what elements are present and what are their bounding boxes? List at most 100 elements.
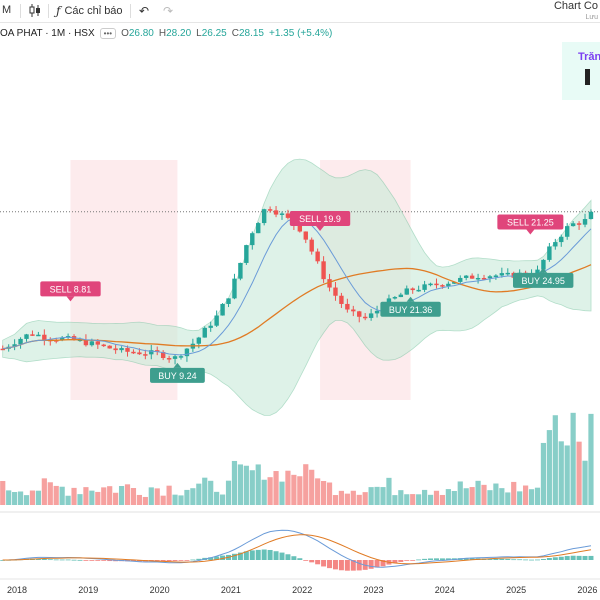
candle-body	[547, 246, 552, 260]
candle-body	[428, 283, 433, 286]
open-value: 26.80	[128, 28, 154, 39]
candle-body	[368, 313, 374, 318]
chart-title-area[interactable]: Chart Co Lưu	[554, 1, 598, 23]
macd-hist-bar	[71, 559, 77, 561]
candle-body	[285, 213, 291, 218]
volume-bar	[65, 495, 71, 505]
volume-bar	[416, 494, 422, 505]
volume-bar	[130, 488, 137, 505]
volume-bar	[23, 495, 30, 505]
volume-bar	[101, 487, 107, 505]
volume-bar	[469, 487, 475, 505]
candle-body	[541, 259, 546, 270]
macd-hist-bar	[582, 555, 588, 560]
macd-line	[2, 529, 592, 568]
volume-bar	[249, 470, 255, 505]
volume-bar	[285, 470, 291, 505]
candle-body	[333, 287, 338, 296]
macd-hist-bar	[374, 560, 380, 568]
volume-bar	[552, 415, 558, 505]
candle-body	[475, 277, 481, 280]
sell-signal[interactable]: SELL 8.81	[40, 281, 101, 302]
candle-body	[422, 284, 427, 290]
toolbar-divider	[130, 4, 131, 18]
buy-signal[interactable]: BUY 24.95	[512, 267, 574, 288]
volume-bar	[475, 480, 481, 505]
volume-bar	[570, 412, 576, 505]
candle-body	[588, 211, 594, 220]
candle-body	[244, 245, 249, 263]
signal-label: SELL 19.9	[299, 214, 341, 224]
signal-pointer	[526, 229, 535, 235]
candle-body	[505, 272, 510, 275]
undo-button[interactable]: ↶	[139, 4, 149, 18]
macd-hist-bar	[107, 560, 113, 562]
macd-hist-bar	[255, 549, 261, 560]
symbol-label[interactable]: OA PHAT · 1M · HSX	[0, 28, 95, 39]
volume-pane	[0, 412, 594, 505]
macd-hist-bar	[196, 558, 202, 560]
volume-bar	[332, 495, 339, 505]
volume-bar	[421, 489, 428, 505]
volume-bar	[136, 494, 142, 505]
more-icon[interactable]: •••	[99, 28, 117, 39]
signal-pointer	[316, 226, 325, 232]
change-value: +1.35 (+5.4%)	[269, 28, 333, 39]
promo-banner[interactable]: Trăn	[562, 42, 600, 100]
high-value: 28.20	[166, 28, 192, 39]
buy-signal[interactable]: BUY 9.24	[150, 362, 205, 383]
candle-body	[499, 273, 505, 276]
candle-body	[487, 276, 493, 279]
macd-signal-line	[2, 534, 592, 565]
volume-bar	[166, 485, 172, 505]
candle-body	[113, 348, 118, 351]
candle-body	[458, 277, 463, 282]
volume-bar	[356, 494, 362, 505]
volume-bar	[237, 464, 244, 505]
x-tick-label: 2026	[577, 585, 597, 595]
macd-hist-bar	[178, 560, 184, 561]
candle-body	[232, 278, 237, 299]
macd-pane	[0, 529, 594, 571]
macd-hist-bar	[344, 560, 350, 571]
volume-bar	[540, 442, 547, 505]
interval-button[interactable]: M	[2, 4, 11, 16]
macd-hist-bar	[291, 556, 297, 560]
macd-hist-bar	[95, 560, 101, 561]
toolbar-divider	[48, 4, 49, 18]
sell-signal[interactable]: SELL 19.9	[289, 211, 351, 232]
volume-bar	[499, 488, 505, 505]
volume-bar	[243, 465, 249, 505]
volume-bar	[576, 441, 582, 505]
volume-bar	[12, 492, 18, 505]
buy-signal[interactable]: BUY 21.36	[380, 296, 441, 317]
signal-badge	[497, 214, 564, 230]
volume-bar	[255, 464, 261, 505]
candle-body	[149, 350, 154, 355]
candle-body	[143, 354, 148, 356]
volume-bar	[53, 485, 59, 505]
indicators-button[interactable]: ƒ Các chỉ báo	[56, 4, 123, 18]
candle-body	[172, 356, 178, 359]
sell-signal[interactable]: SELL 21.25	[497, 214, 564, 235]
macd-hist-bar	[540, 558, 546, 560]
macd-hist-bar	[166, 560, 172, 562]
signal-label: SELL 21.25	[507, 218, 554, 228]
volume-bar	[29, 490, 36, 505]
toolbar-divider	[20, 4, 21, 18]
candle-body	[404, 288, 409, 295]
macd-hist-bar	[564, 556, 570, 560]
redo-button[interactable]: ↷	[163, 4, 173, 18]
signal-badge	[40, 281, 101, 297]
candle-body	[89, 341, 95, 346]
candle-body	[261, 209, 267, 224]
volume-bar	[219, 494, 226, 505]
signal-pointer	[406, 296, 415, 302]
candle-body	[469, 275, 475, 279]
x-tick-label: 2022	[292, 585, 312, 595]
volume-bar	[113, 492, 119, 505]
chart-type-button[interactable]	[29, 4, 41, 17]
volume-bar	[184, 489, 190, 505]
candle-body	[36, 334, 41, 337]
